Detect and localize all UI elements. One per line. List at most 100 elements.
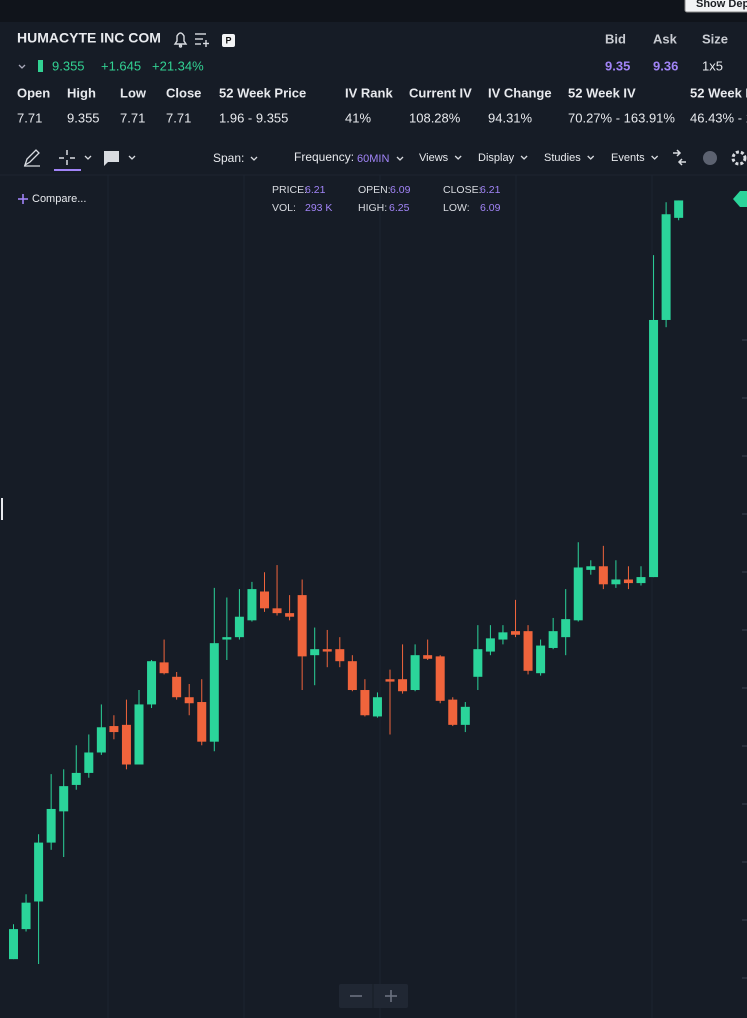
candle-body <box>9 929 18 960</box>
stat-value: 94.31% <box>488 110 533 125</box>
tooltip-value: 293 K <box>305 202 332 214</box>
last-price: 9.355 <box>52 58 85 73</box>
candle-body <box>34 842 44 902</box>
company-name: HUMACYTE INC COM <box>17 30 161 46</box>
span-label[interactable]: Span: <box>213 151 244 165</box>
candle-body <box>661 214 671 320</box>
compare-plus[interactable] <box>18 194 28 204</box>
crosshair-tool[interactable] <box>59 150 75 165</box>
candle-body <box>247 589 257 621</box>
panel-handle[interactable] <box>1 498 3 520</box>
candle-body <box>310 649 320 656</box>
stats-row: Open 7.71 High 9.355 Low 7.71 Close 7.71 52 Week… <box>17 85 747 125</box>
badge-bg <box>222 34 235 47</box>
caret[interactable] <box>128 155 136 160</box>
top-bar <box>0 0 747 22</box>
tooltip-value: 6.09 <box>480 202 501 214</box>
caret[interactable] <box>520 155 528 160</box>
candle-body <box>134 704 144 765</box>
stat-value: 7.71 <box>17 110 42 125</box>
expand-caret[interactable] <box>18 64 26 69</box>
tooltip-label: OPEN: <box>358 184 391 196</box>
stat-label: High <box>67 85 96 100</box>
caret[interactable] <box>250 156 258 161</box>
stat-value: 7.71 <box>120 110 145 125</box>
tooltip-value: 6.21 <box>305 184 326 196</box>
stat-label: Open <box>17 85 50 100</box>
draw-tool[interactable] <box>23 149 40 167</box>
tooltip-label: CLOSE: <box>443 184 482 196</box>
compare-toggle[interactable] <box>673 149 686 166</box>
badge: P <box>225 35 231 45</box>
stat-label: Low <box>120 85 147 100</box>
price-change: +1.645 <box>101 58 141 73</box>
tooltip-label: LOW: <box>443 202 470 214</box>
candle-body <box>448 699 458 725</box>
check-icon[interactable] <box>703 151 717 165</box>
caret[interactable] <box>587 155 595 160</box>
stat-label: Close <box>166 85 201 100</box>
candle-body <box>46 808 56 843</box>
frequency-label[interactable]: Frequency: <box>294 150 354 164</box>
candle-body <box>159 662 169 674</box>
stat-value: 1.96 - 9.355 <box>219 110 288 125</box>
caret[interactable] <box>651 155 659 160</box>
frequency-value[interactable]: 60MIN <box>357 153 389 165</box>
note-tool[interactable] <box>104 151 119 166</box>
stat-value: 7.71 <box>166 110 191 125</box>
candles <box>9 200 684 964</box>
stat-value: 70.27% - 163.91% <box>568 110 675 125</box>
alert-icon[interactable] <box>173 32 188 48</box>
ask-value: 9.36 <box>653 58 678 73</box>
menu[interactable]: Events <box>611 152 645 164</box>
stat-value: 108.28% <box>409 110 461 125</box>
axis-edge-ticks <box>742 339 747 979</box>
candle-body <box>109 726 119 733</box>
candle-body <box>234 616 244 638</box>
caret[interactable] <box>396 156 404 161</box>
caret[interactable] <box>454 155 462 160</box>
candle-body <box>460 706 470 725</box>
candle-body <box>573 567 583 621</box>
candle-body <box>372 697 382 717</box>
candle-body <box>197 702 207 742</box>
compare-button[interactable]: Compare... <box>32 193 86 205</box>
candle-body <box>184 697 194 704</box>
candle-body <box>21 902 31 930</box>
candle-body <box>335 649 345 662</box>
menu[interactable]: Display <box>478 152 515 164</box>
candle-body <box>222 637 232 640</box>
stat-label: Current IV <box>409 85 472 100</box>
tooltip-value: 6.25 <box>389 202 410 214</box>
active-tool-underline <box>54 169 81 171</box>
caret[interactable] <box>84 155 92 160</box>
menu[interactable]: Studies <box>544 152 581 164</box>
tooltip-label: PRICE: <box>272 184 307 196</box>
candle-body <box>272 608 282 614</box>
candle-body <box>536 645 546 674</box>
price-change-pct: +21.34% <box>152 58 204 73</box>
candle-body <box>398 679 408 692</box>
candle-body <box>360 690 370 716</box>
candle-body <box>586 566 596 570</box>
menu[interactable]: Views <box>419 152 449 164</box>
candle-body <box>385 679 395 682</box>
stat-label: IV Change <box>488 85 552 100</box>
candle-body <box>260 591 269 609</box>
show-depth-button[interactable] <box>684 0 747 13</box>
size-value: 1x5 <box>702 58 723 73</box>
candle-body <box>674 200 684 218</box>
candle-body <box>598 566 608 585</box>
stat-value: 9.355 <box>67 110 100 125</box>
candle-body <box>96 727 106 753</box>
candle-body <box>561 619 571 638</box>
show-depth-label[interactable]: Show Dept <box>696 0 747 10</box>
settings-icon[interactable] <box>731 150 747 166</box>
candle-body <box>209 643 219 742</box>
zoom-in[interactable] <box>385 990 397 1002</box>
candle-body <box>636 577 646 584</box>
candle-body <box>511 631 520 635</box>
watchlist-icon[interactable] <box>195 33 209 47</box>
